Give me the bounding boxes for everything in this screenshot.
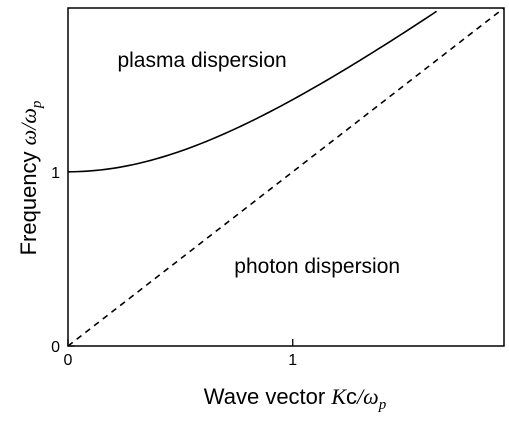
x-tick-label-1: 1 xyxy=(288,352,297,369)
y-axis-title: Frequency ω/ωp xyxy=(16,100,45,255)
y-tick-label-0: 0 xyxy=(51,339,60,356)
photon-dispersion-line xyxy=(67,7,505,347)
annotation-plasma: plasma dispersion xyxy=(117,49,286,72)
plot-frame xyxy=(67,7,505,347)
plasma-dispersion-curve xyxy=(67,10,438,173)
annotation-photon: photon dispersion xyxy=(234,255,400,278)
y-tick-label-1: 1 xyxy=(51,165,60,182)
x-tick-label-0: 0 xyxy=(64,352,73,369)
x-axis-title: Wave vector Kc/ωp xyxy=(204,384,387,413)
series-layer xyxy=(67,7,505,347)
